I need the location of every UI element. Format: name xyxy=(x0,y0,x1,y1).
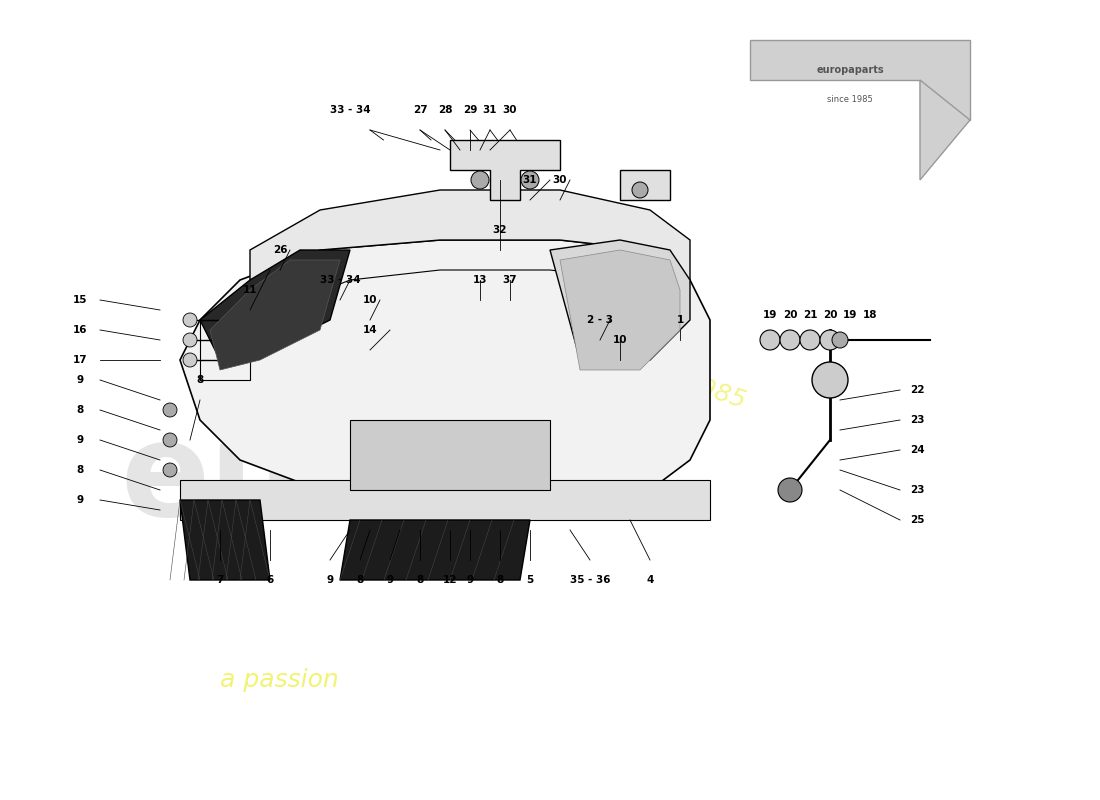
Text: 33 - 34: 33 - 34 xyxy=(320,275,361,285)
Text: 19: 19 xyxy=(762,310,778,320)
Text: 26: 26 xyxy=(273,245,287,255)
Circle shape xyxy=(832,332,848,348)
Text: 27: 27 xyxy=(412,105,427,115)
Text: since 1985: since 1985 xyxy=(612,347,749,413)
Text: 8: 8 xyxy=(417,575,424,585)
Polygon shape xyxy=(550,240,690,360)
Circle shape xyxy=(632,182,648,198)
Text: 31: 31 xyxy=(522,175,537,185)
Text: 9: 9 xyxy=(76,435,84,445)
Text: 10: 10 xyxy=(363,295,377,305)
Text: 20: 20 xyxy=(823,310,837,320)
Text: eu: eu xyxy=(120,417,304,543)
Text: 15: 15 xyxy=(73,295,87,305)
Polygon shape xyxy=(340,520,530,580)
Circle shape xyxy=(163,433,177,447)
Text: 33 - 34: 33 - 34 xyxy=(330,105,371,115)
Text: 2 - 3: 2 - 3 xyxy=(587,315,613,325)
Text: 30: 30 xyxy=(503,105,517,115)
Circle shape xyxy=(183,353,197,367)
Circle shape xyxy=(812,362,848,398)
Text: 22: 22 xyxy=(910,385,924,395)
Text: 8: 8 xyxy=(356,575,364,585)
Text: 1: 1 xyxy=(676,315,683,325)
Circle shape xyxy=(800,330,820,350)
Text: 8: 8 xyxy=(496,575,504,585)
Text: 9: 9 xyxy=(76,495,84,505)
Text: 7: 7 xyxy=(217,575,223,585)
Polygon shape xyxy=(180,240,710,500)
Text: 24: 24 xyxy=(910,445,925,455)
Circle shape xyxy=(820,330,840,350)
Circle shape xyxy=(183,333,197,347)
Text: 13: 13 xyxy=(473,275,487,285)
Circle shape xyxy=(163,403,177,417)
Polygon shape xyxy=(210,260,340,370)
Circle shape xyxy=(780,330,800,350)
Text: 11: 11 xyxy=(243,285,257,295)
Polygon shape xyxy=(180,480,710,520)
Text: 30: 30 xyxy=(552,175,568,185)
Polygon shape xyxy=(350,420,550,490)
Circle shape xyxy=(521,171,539,189)
Polygon shape xyxy=(200,250,350,360)
Text: 25: 25 xyxy=(910,515,924,525)
Polygon shape xyxy=(920,80,970,180)
Text: since 1985: since 1985 xyxy=(827,95,873,105)
Polygon shape xyxy=(560,250,680,370)
Text: 23: 23 xyxy=(910,485,924,495)
Text: 9: 9 xyxy=(327,575,333,585)
Text: 20: 20 xyxy=(783,310,798,320)
Circle shape xyxy=(778,478,802,502)
Text: 14: 14 xyxy=(363,325,377,335)
Text: 8: 8 xyxy=(76,405,84,415)
Text: europaparts: europaparts xyxy=(816,65,883,75)
Text: 28: 28 xyxy=(438,105,452,115)
Text: 32: 32 xyxy=(493,225,507,235)
Text: 35 - 36: 35 - 36 xyxy=(570,575,611,585)
Polygon shape xyxy=(620,170,670,200)
Text: 9: 9 xyxy=(76,375,84,385)
Text: 16: 16 xyxy=(73,325,87,335)
Text: 21: 21 xyxy=(803,310,817,320)
Text: 5: 5 xyxy=(527,575,534,585)
Circle shape xyxy=(471,171,490,189)
Circle shape xyxy=(183,313,197,327)
Text: 8: 8 xyxy=(197,375,204,385)
Text: 12: 12 xyxy=(442,575,458,585)
Text: 17: 17 xyxy=(73,355,87,365)
Text: 8: 8 xyxy=(76,465,84,475)
Circle shape xyxy=(163,463,177,477)
Text: 9: 9 xyxy=(466,575,474,585)
Text: 23: 23 xyxy=(910,415,924,425)
Text: a passion: a passion xyxy=(220,668,339,692)
Text: 9: 9 xyxy=(386,575,394,585)
Text: 37: 37 xyxy=(503,275,517,285)
Text: 10: 10 xyxy=(613,335,627,345)
Text: 31: 31 xyxy=(483,105,497,115)
Text: 18: 18 xyxy=(862,310,878,320)
Text: 19: 19 xyxy=(843,310,857,320)
Text: 6: 6 xyxy=(266,575,274,585)
Polygon shape xyxy=(180,500,270,580)
Polygon shape xyxy=(750,40,970,120)
Polygon shape xyxy=(450,140,560,200)
Circle shape xyxy=(760,330,780,350)
Text: 4: 4 xyxy=(647,575,653,585)
Text: 29: 29 xyxy=(463,105,477,115)
Polygon shape xyxy=(250,190,690,280)
